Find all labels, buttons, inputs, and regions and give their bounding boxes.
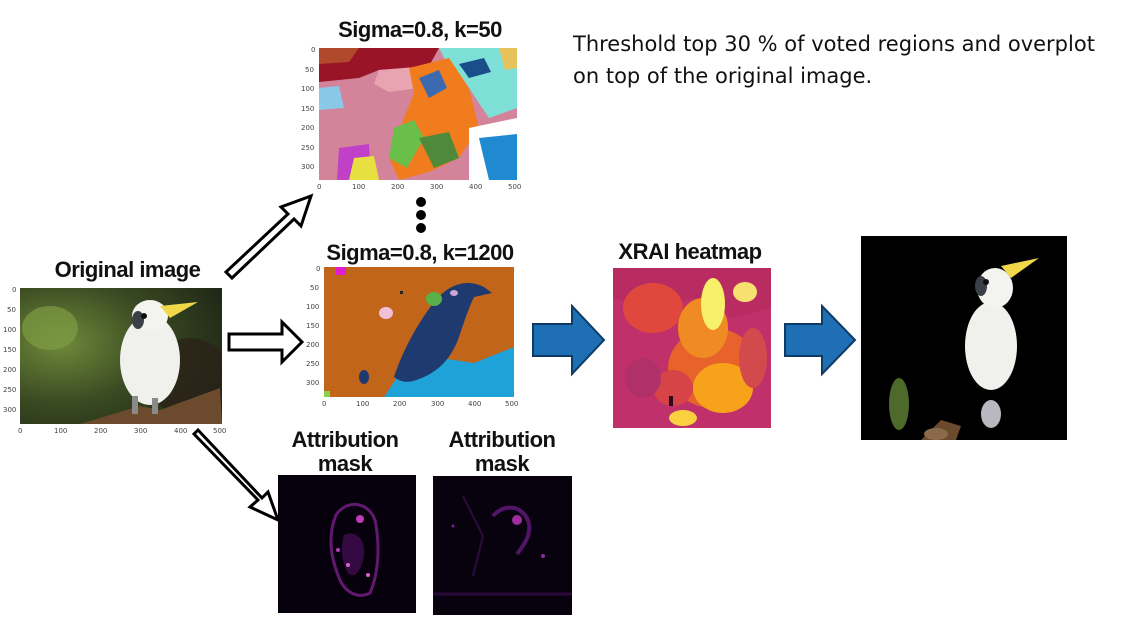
ellipsis-dots [416,197,426,233]
final-overlay-image [861,236,1067,440]
original-y-tick: 150 [3,346,17,354]
segmentation-k50-label: Sigma=0.8, k=50 [338,17,502,42]
attribution-mask-label-2-line1: Attribution [448,427,556,452]
arrow-to-attribution-mask [191,427,281,523]
arrow-to-seg-k50 [223,193,314,281]
original-y-tick: 250 [3,386,17,394]
seg-mid-x-tick: 500 [505,400,519,408]
seg-top-y-tick: 250 [301,144,315,152]
seg-mid-y-tick: 300 [306,379,320,387]
original-y-tick: 200 [3,366,17,374]
arrow-to-final-overlay [784,303,857,377]
attribution-mask-label-1-line2: mask [317,451,373,476]
attribution-mask-image-2 [433,476,572,615]
seg-top-y-tick: 50 [305,66,314,74]
seg-top-y-tick: 200 [301,124,315,132]
original-x-tick: 0 [18,427,23,435]
original-image-label: Original image [54,257,201,282]
original-image-panel [20,288,222,424]
seg-mid-x-tick: 0 [322,400,327,408]
xrai-heatmap-image [613,268,771,428]
seg-mid-y-tick: 50 [310,284,319,292]
original-y-tick: 50 [7,306,16,314]
seg-top-x-tick: 0 [317,183,322,191]
attribution-mask-panel-2 [433,476,572,615]
original-x-tick: 400 [174,427,188,435]
threshold-note-line2: on top of the original image. [573,64,873,88]
segmentation-k1200-panel [324,267,514,397]
seg-top-y-tick: 0 [311,46,316,54]
original-x-tick: 300 [134,427,148,435]
segmentation-k1200-image [324,267,514,397]
attribution-mask-panel-1 [278,475,416,613]
original-x-tick: 100 [54,427,68,435]
attribution-mask-image-1 [278,475,416,613]
attribution-mask-label-1-line1: Attribution [291,427,399,452]
original-x-tick: 200 [94,427,108,435]
original-image-photo [20,288,222,424]
seg-top-y-tick: 100 [301,85,315,93]
seg-top-x-tick: 500 [508,183,522,191]
seg-top-y-tick: 300 [301,163,315,171]
seg-mid-y-tick: 250 [306,360,320,368]
segmentation-k1200-label: Sigma=0.8, k=1200 [326,240,514,265]
seg-top-x-tick: 400 [469,183,483,191]
threshold-note-line1: Threshold top 30 % of voted regions and … [573,32,1095,56]
threshold-note: Threshold top 30 % of voted regions and … [573,28,1133,92]
seg-top-x-tick: 200 [391,183,405,191]
seg-mid-x-tick: 200 [393,400,407,408]
seg-mid-x-tick: 100 [356,400,370,408]
seg-top-x-tick: 100 [352,183,366,191]
seg-mid-y-tick: 150 [306,322,320,330]
original-x-tick: 500 [213,427,227,435]
attribution-mask-label-2-line2: mask [474,451,530,476]
original-y-tick: 300 [3,406,17,414]
segmentation-k50-panel [319,48,517,180]
segmentation-k50-image [319,48,517,180]
seg-top-y-tick: 150 [301,105,315,113]
original-y-tick: 0 [12,286,17,294]
seg-top-x-tick: 300 [430,183,444,191]
arrow-to-xrai-heatmap [532,303,606,377]
seg-mid-y-tick: 100 [306,303,320,311]
xrai-heatmap-panel [613,268,771,428]
seg-mid-x-tick: 300 [431,400,445,408]
original-y-tick: 100 [3,326,17,334]
final-overlay-panel [861,236,1067,440]
arrow-to-seg-k1200 [227,318,305,366]
xrai-heatmap-label: XRAI heatmap [618,239,762,264]
seg-mid-x-tick: 400 [468,400,482,408]
seg-mid-y-tick: 200 [306,341,320,349]
seg-mid-y-tick: 0 [316,265,321,273]
